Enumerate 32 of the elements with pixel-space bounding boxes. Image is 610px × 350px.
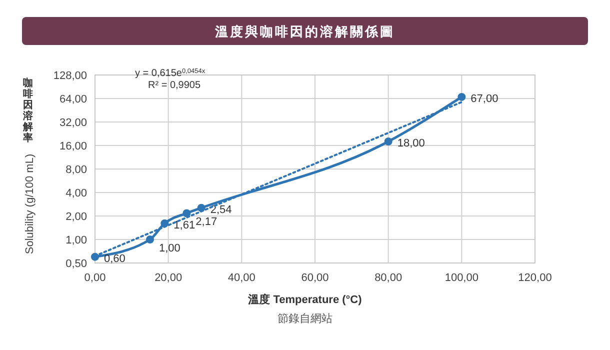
data-label: 67,00 — [470, 92, 498, 105]
x-tick-label: 100,00 — [444, 272, 478, 284]
y-tick-label: 8,00 — [66, 164, 87, 176]
point — [458, 92, 466, 101]
y-tick-label: 2,00 — [66, 211, 87, 223]
x-tick-label: 60,00 — [301, 272, 329, 284]
y-axis-title: 咖啡因溶解率 Solubility (g/100 mL) — [22, 77, 36, 254]
data-label: 1,61 — [174, 219, 196, 232]
y-tick-label: 32,00 — [59, 117, 87, 129]
y-tick-label: 128,00 — [53, 70, 87, 82]
chart-title: 溫度與咖啡因的溶解關係圖 — [214, 24, 395, 39]
x-tick-label: 20,00 — [154, 272, 182, 284]
x-axis-title: 溫度 Temperature (°C) — [247, 293, 362, 306]
y-tick-label: 1,00 — [66, 234, 87, 246]
x-tick-label: 0,00 — [84, 272, 106, 284]
data-label: 1,00 — [159, 242, 180, 254]
y-tick-label: 16,00 — [59, 140, 87, 152]
y-tick-label: 4,00 — [66, 188, 87, 200]
point — [146, 236, 154, 244]
y-tick-label: 64,00 — [59, 94, 87, 106]
annotation: R² = 0,9905 — [148, 80, 201, 91]
data-label: 0,60 — [104, 252, 126, 265]
annotation: y = 0,615e$^{0,0454x}$ — [135, 68, 206, 79]
x-tick-label: 80,00 — [374, 272, 402, 284]
data-label: 18,00 — [397, 138, 425, 150]
point — [182, 209, 191, 218]
data-label: 2,17 — [196, 216, 218, 228]
x-tick-label: 120,00 — [518, 272, 552, 284]
x-tick-label: 40,00 — [228, 272, 256, 284]
y-tick-label: 0,50 — [66, 258, 87, 270]
point — [384, 138, 392, 146]
text: 節錄自網站 — [278, 312, 332, 325]
